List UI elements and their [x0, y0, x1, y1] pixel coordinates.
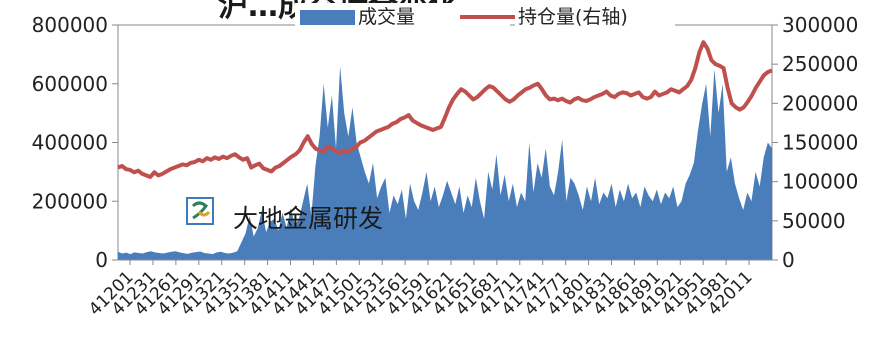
- y-left-tick-label: 400000: [32, 131, 108, 155]
- open-interest-line-layer: [117, 40, 773, 179]
- y-left-tick-label: 800000: [32, 13, 108, 37]
- y-left-tick-label: 0: [95, 248, 108, 272]
- y-right-tick-label: 250000: [782, 52, 858, 76]
- legend-swatch-volume: [300, 10, 355, 25]
- legend-label-open-interest: 持仓量(右轴): [518, 6, 628, 28]
- x-axis-ticks: 4120141231412614129141321413514138141411…: [85, 260, 757, 320]
- legend-label-volume: 成交量: [358, 6, 415, 28]
- y-left-tick-label: 200000: [32, 189, 108, 213]
- y-left-tick-label: 600000: [32, 72, 108, 96]
- volume-area-layer: [118, 66, 772, 260]
- y-right-tick-label: 50000: [782, 209, 846, 233]
- y-right-tick-label: 100000: [782, 170, 858, 194]
- legend-background-2: [515, 3, 675, 30]
- y-right-tick-label: 300000: [782, 13, 858, 37]
- watermark-logo-icon: [186, 197, 214, 225]
- legend: 成交量 持仓量(右轴): [295, 3, 675, 30]
- axes: 0 200000 400000 600000 800000 0 50000 100000 150…: [32, 13, 859, 272]
- y-right-tick-label: 150000: [782, 131, 858, 155]
- series-volume-area: [118, 66, 772, 260]
- watermark: 大地金属研发: [186, 197, 383, 233]
- series-open-interest-line: [117, 40, 773, 179]
- y-right-tick-label: 0: [782, 248, 795, 272]
- y-right-tick-label: 200000: [782, 91, 858, 115]
- watermark-text: 大地金属研发: [233, 204, 383, 233]
